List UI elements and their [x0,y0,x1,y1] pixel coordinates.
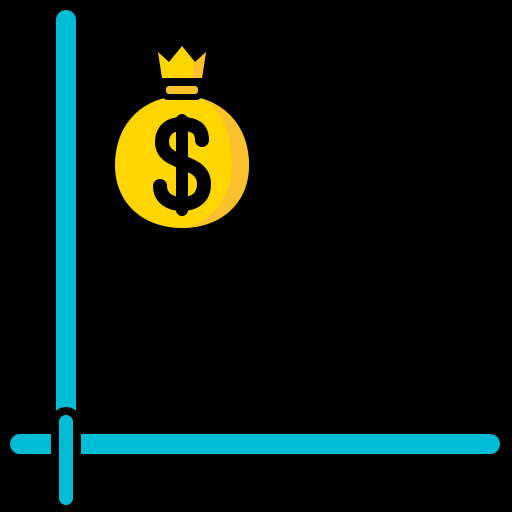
chart-svg [0,0,512,512]
money-growth-chart-icon [0,0,512,512]
chart-axes [20,20,490,498]
money-bag-icon [108,38,256,235]
